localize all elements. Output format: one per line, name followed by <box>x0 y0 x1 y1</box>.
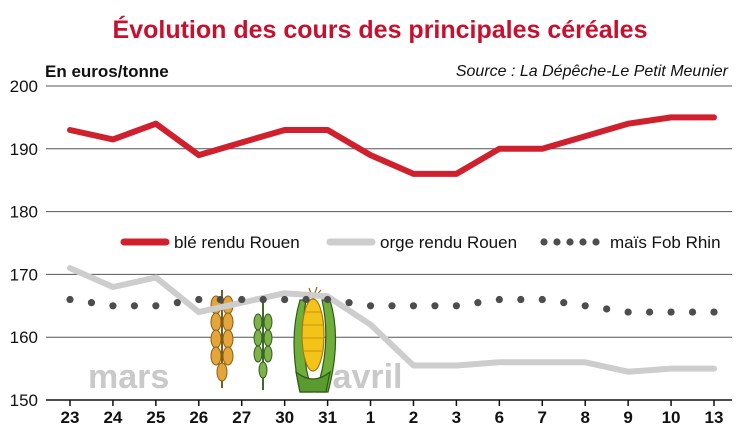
data-point <box>517 295 525 304</box>
data-point <box>195 295 203 304</box>
y-axis-label: En euros/tonne <box>45 62 169 81</box>
data-point <box>688 308 697 316</box>
legend-swatch <box>566 238 574 246</box>
y-tick-label: 200 <box>10 77 38 96</box>
x-tick-label: 23 <box>61 408 80 427</box>
y-tick-label: 150 <box>10 391 38 410</box>
legend-label: blé rendu Rouen <box>174 233 300 252</box>
data-point <box>109 302 117 310</box>
series-line <box>67 265 717 375</box>
month-label: avril <box>333 358 403 396</box>
month-label: mars <box>88 358 169 396</box>
data-point <box>152 302 160 310</box>
x-tick-label: 1 <box>366 408 375 427</box>
x-tick-label: 25 <box>146 408 165 427</box>
legend-swatch <box>553 238 561 246</box>
x-tick-label: 3 <box>452 408 461 427</box>
x-tick-label: 7 <box>538 408 547 427</box>
series-lines <box>66 114 718 375</box>
y-axis-ticks: 150 160 170 180 190 200 <box>10 77 38 410</box>
data-point <box>538 295 546 304</box>
series-line <box>67 114 717 177</box>
data-point <box>474 299 482 307</box>
data-point <box>452 302 460 310</box>
data-point <box>259 295 267 304</box>
source-note: Source : La Dépêche-Le Petit Meunier <box>456 63 729 80</box>
legend-swatch <box>579 238 587 246</box>
barley-ear-icon <box>253 295 273 390</box>
data-point <box>302 295 310 304</box>
x-tick-label: 8 <box>580 408 589 427</box>
data-point <box>366 302 375 310</box>
chart-title: Évolution des cours des principales céré… <box>113 15 648 44</box>
x-tick-label: 31 <box>318 408 337 427</box>
data-point <box>710 308 718 316</box>
data-point <box>66 295 74 304</box>
data-point <box>409 302 418 310</box>
x-axis-ticks: 23 24 25 26 27 30 31 1 2 3 6 7 8 9 10 13 <box>61 400 724 427</box>
corn-cob-icon <box>293 286 337 393</box>
gridlines <box>46 85 732 338</box>
data-point <box>130 302 138 310</box>
data-point <box>431 302 439 310</box>
data-point <box>581 302 589 310</box>
y-tick-label: 180 <box>10 203 38 222</box>
x-tick-label: 13 <box>705 408 724 427</box>
x-tick-label: 26 <box>189 408 208 427</box>
data-point <box>345 299 353 307</box>
y-tick-label: 160 <box>10 328 38 347</box>
data-point <box>216 295 224 304</box>
data-point <box>388 302 396 310</box>
data-point <box>560 299 568 307</box>
data-point <box>603 305 611 313</box>
data-point <box>281 295 289 304</box>
legend-label: maïs Fob Rhin <box>610 233 721 252</box>
legend-swatch <box>592 238 600 246</box>
x-tick-label: 10 <box>662 408 681 427</box>
data-point <box>624 308 632 316</box>
y-tick-label: 170 <box>10 265 38 284</box>
data-point <box>646 308 654 316</box>
data-point <box>324 295 332 304</box>
data-point <box>87 299 96 307</box>
x-tick-label: 24 <box>103 408 122 427</box>
data-point <box>238 295 246 304</box>
x-tick-label: 6 <box>495 408 504 427</box>
data-point <box>173 299 181 307</box>
y-tick-label: 190 <box>10 140 38 159</box>
x-tick-label: 30 <box>275 408 294 427</box>
legend: blé rendu Rouen orge rendu Rouen maïs Fob … <box>120 233 721 252</box>
month-labels: mars avril <box>88 358 402 396</box>
x-tick-label: 9 <box>623 408 632 427</box>
legend-label: orge rendu Rouen <box>380 233 517 252</box>
x-tick-label: 2 <box>409 408 418 427</box>
data-point <box>667 308 675 316</box>
data-point <box>495 295 503 304</box>
x-tick-label: 27 <box>232 408 251 427</box>
legend-swatch <box>540 238 548 246</box>
